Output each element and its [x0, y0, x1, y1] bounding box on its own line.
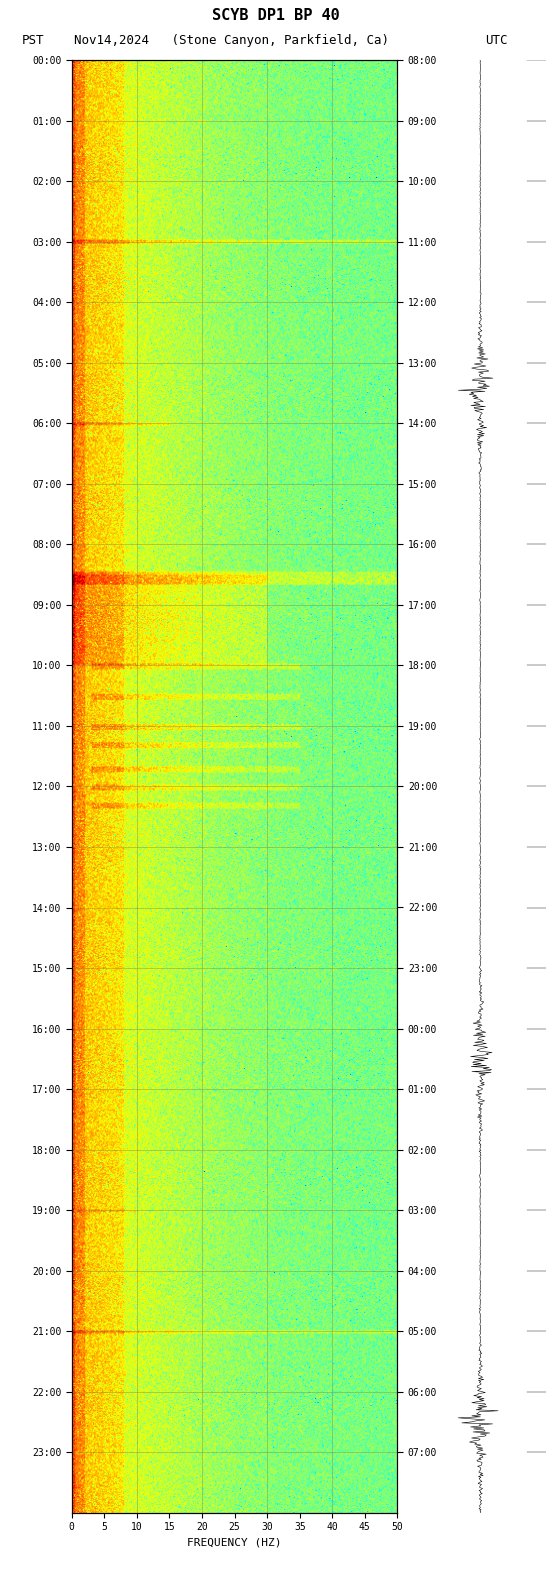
X-axis label: FREQUENCY (HZ): FREQUENCY (HZ) [187, 1538, 282, 1548]
Text: SCYB DP1 BP 40: SCYB DP1 BP 40 [212, 8, 340, 24]
Text: PST: PST [22, 35, 45, 48]
Text: UTC: UTC [485, 35, 508, 48]
Text: Nov14,2024   (Stone Canyon, Parkfield, Ca): Nov14,2024 (Stone Canyon, Parkfield, Ca) [75, 35, 389, 48]
